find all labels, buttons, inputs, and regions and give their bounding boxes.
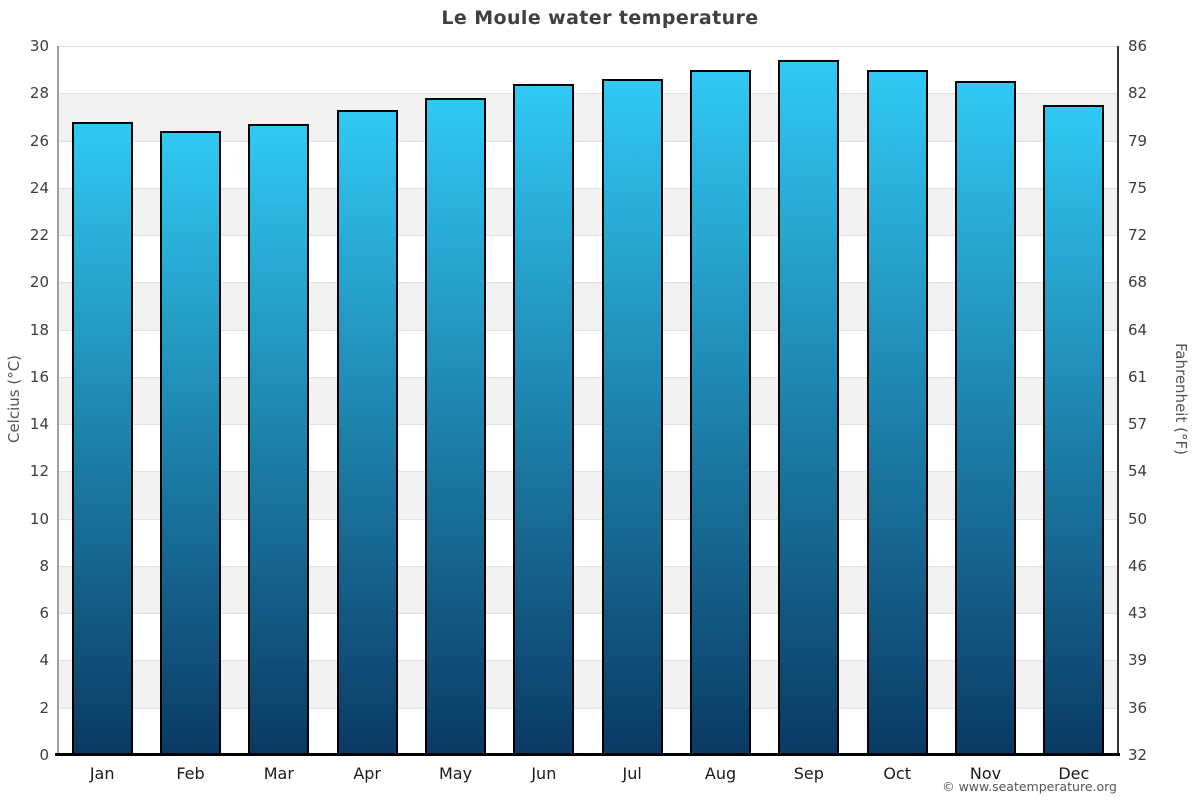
month-label-jul: Jul — [622, 764, 642, 783]
month-label-feb: Feb — [176, 764, 205, 783]
celsius-tick-label: 8 — [39, 556, 49, 575]
gridline — [58, 471, 1118, 473]
gridline — [58, 565, 1118, 567]
month-label-jun: Jun — [531, 764, 557, 783]
plot-band — [58, 282, 1118, 330]
gridline — [58, 235, 1118, 237]
bar-nov — [955, 81, 1016, 755]
fahrenheit-tick-label: 64 — [1128, 320, 1148, 339]
gridline — [58, 518, 1118, 520]
celsius-tick-label: 6 — [39, 604, 49, 623]
fahrenheit-tick-label: 32 — [1128, 746, 1148, 764]
bar-mar — [248, 124, 310, 755]
celsius-tick-label: 4 — [39, 651, 49, 670]
fahrenheit-tick-label: 68 — [1128, 273, 1148, 292]
plot-band — [58, 93, 1118, 141]
plot-band — [58, 471, 1118, 519]
left-axis-title: Celcius (°C) — [5, 354, 23, 444]
bar-may — [425, 98, 486, 755]
month-label-jan: Jan — [89, 764, 115, 783]
month-label-sep: Sep — [793, 764, 824, 783]
fahrenheit-tick-label: 46 — [1128, 556, 1148, 575]
bar-feb — [160, 131, 221, 755]
fahrenheit-tick-label: 43 — [1128, 604, 1148, 623]
month-label-may: May — [438, 764, 473, 783]
celsius-tick-label: 16 — [29, 367, 49, 386]
chart-title: Le Moule water temperature — [441, 7, 759, 29]
month-label-dec: Dec — [1058, 764, 1090, 783]
fahrenheit-tick-label: 72 — [1128, 226, 1148, 245]
right-axis-line — [1117, 46, 1119, 755]
month-label-aug: Aug — [704, 764, 737, 783]
bar-dec — [1043, 105, 1105, 755]
celsius-tick-label: 22 — [29, 226, 49, 245]
copyright-text: © www.seatemperature.org — [942, 779, 1117, 794]
gridline — [58, 46, 1118, 47]
celsius-tick-label: 18 — [29, 320, 49, 339]
plot-band — [58, 660, 1118, 708]
month-label-nov: Nov — [969, 764, 1002, 783]
bar-jul — [601, 79, 663, 755]
bottom-axis-line — [55, 753, 1120, 756]
fahrenheit-tick-label: 75 — [1128, 178, 1148, 197]
plot-band — [58, 376, 1118, 425]
fahrenheit-tick-label: 79 — [1128, 131, 1148, 150]
bar-oct — [866, 69, 928, 755]
fahrenheit-tick-label: 50 — [1128, 509, 1148, 528]
gridline — [58, 329, 1118, 331]
bar-apr — [336, 109, 398, 755]
gridline — [58, 707, 1118, 709]
gridline — [58, 376, 1118, 378]
bar-jun — [513, 83, 575, 755]
celsius-tick-label: 0 — [39, 746, 49, 764]
celsius-tick-label: 12 — [29, 462, 49, 481]
celsius-tick-label: 10 — [29, 509, 49, 528]
gridline — [58, 424, 1118, 426]
celsius-tick-label: 20 — [29, 273, 49, 292]
fahrenheit-tick-label: 82 — [1128, 84, 1148, 103]
plot-band — [58, 187, 1118, 236]
celsius-tick-label: 2 — [39, 698, 49, 717]
plot-area: 30 86 28 82 26 79 24 75 22 72 20 68 18 64 16 61 14 57 12 54… — [30, 37, 1147, 783]
left-axis-line — [57, 46, 59, 755]
fahrenheit-tick-label: 36 — [1128, 698, 1148, 717]
fahrenheit-tick-label: 57 — [1128, 415, 1148, 434]
month-label-oct: Oct — [883, 764, 911, 783]
bar-sep — [778, 60, 840, 755]
gridline — [58, 613, 1118, 615]
month-label-apr: Apr — [353, 764, 381, 783]
gridline — [58, 660, 1118, 662]
fahrenheit-tick-label: 61 — [1128, 367, 1148, 386]
gridline — [58, 187, 1118, 189]
gridline — [58, 282, 1118, 284]
celsius-tick-label: 26 — [29, 131, 49, 150]
bar-jan — [71, 121, 133, 755]
gridline — [58, 93, 1118, 95]
plot-band — [58, 565, 1118, 614]
fahrenheit-tick-label: 54 — [1128, 462, 1148, 481]
month-label-mar: Mar — [263, 764, 294, 783]
right-axis-title: Fahrenheit (°F) — [1172, 343, 1190, 455]
gridline — [58, 140, 1118, 142]
celsius-tick-label: 24 — [29, 178, 49, 197]
fahrenheit-tick-label: 86 — [1128, 37, 1148, 55]
celsius-tick-label: 14 — [29, 415, 49, 434]
celsius-tick-label: 28 — [29, 84, 49, 103]
bar-aug — [690, 69, 751, 755]
fahrenheit-tick-label: 39 — [1128, 651, 1148, 670]
celsius-tick-label: 30 — [29, 37, 49, 55]
